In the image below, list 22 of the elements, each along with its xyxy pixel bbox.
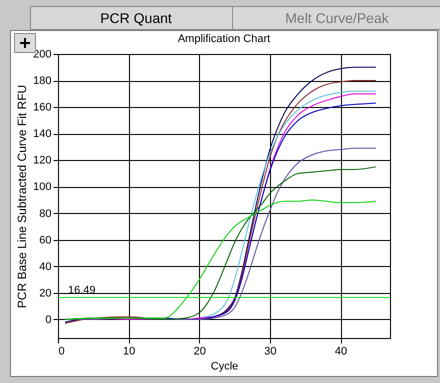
x-tick-label: 40: [334, 346, 348, 358]
y-tick-label: 120: [33, 154, 52, 167]
x-tick-label: 30: [264, 346, 277, 358]
x-tick-label: 20: [194, 346, 206, 358]
y-tick-label: 40: [39, 260, 52, 273]
text: PCR Quant: [30, 6, 242, 30]
y-tick-label: 140: [33, 128, 52, 140]
x-tick-label: 10: [123, 346, 136, 358]
y-axis-title: PCR Base Line Subtracted Curve Fit RFU: [15, 84, 30, 308]
y-tick-label: 180: [33, 75, 52, 88]
y-tick-label: 80: [39, 208, 52, 220]
y-tick-label: 60: [39, 234, 52, 246]
y-tick-label: 200: [33, 48, 52, 60]
chart-title: Amplification Chart: [178, 33, 270, 45]
x-tick-label: 0: [58, 346, 65, 358]
x-axis-title: Cycle: [210, 360, 238, 372]
y-tick-label: 0: [45, 314, 52, 326]
line-series: [64, 199, 376, 320]
y-tick-label: 100: [33, 181, 52, 194]
y-tick-label: 20: [39, 287, 52, 300]
text: Melt Curve/Peak: [232, 6, 440, 30]
y-tick-label: 160: [33, 102, 52, 114]
